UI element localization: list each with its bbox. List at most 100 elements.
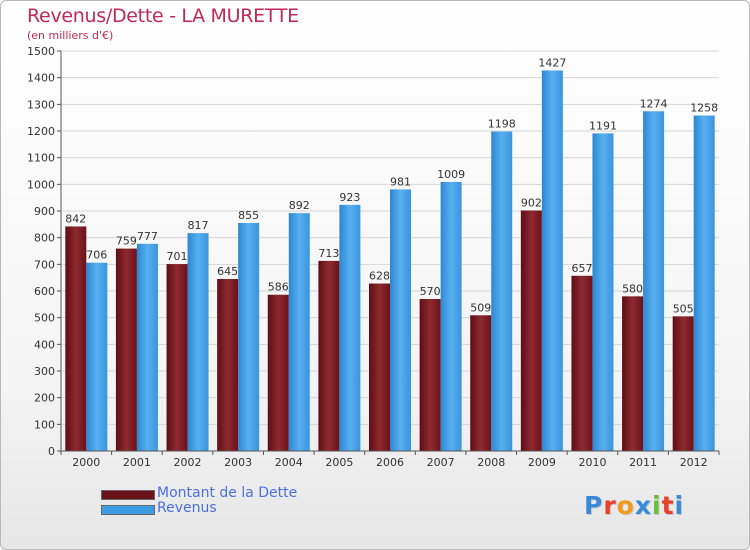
- chart-title: Revenus/Dette - LA MURETTE: [27, 5, 299, 27]
- bar-revenus: [541, 70, 563, 451]
- data-label-revenus: 1198: [488, 118, 516, 131]
- bar-dette: [115, 248, 137, 451]
- y-tick-label: 1500: [27, 45, 55, 58]
- logo-letter: o: [616, 491, 635, 520]
- x-tick-label: 2005: [325, 456, 353, 469]
- data-labels: 842 706 759 777 701 817 645 855 586 892 713 923 628 9…: [65, 56, 718, 315]
- data-label-dette: 842: [65, 212, 86, 225]
- bar-dette: [419, 299, 441, 451]
- data-label-revenus: 777: [137, 230, 158, 243]
- bar-revenus: [136, 243, 158, 451]
- bar-dette: [267, 294, 289, 451]
- data-label-revenus: 892: [289, 199, 310, 212]
- y-tick-label: 400: [34, 338, 55, 351]
- bar-dette: [622, 296, 644, 451]
- y-tick-label: 1000: [27, 178, 55, 191]
- y-tick-label: 600: [34, 285, 55, 298]
- y-tick-label: 500: [34, 312, 55, 325]
- data-label-revenus: 1191: [589, 119, 617, 132]
- bar-revenus: [643, 111, 665, 452]
- x-tick-label: 2004: [275, 456, 303, 469]
- data-label-revenus: 1427: [538, 56, 566, 69]
- bar-revenus: [288, 213, 310, 451]
- logo-letter: i: [674, 491, 685, 520]
- x-tick-label: 2003: [224, 456, 252, 469]
- chart-subtitle: (en milliers d'€): [27, 29, 114, 42]
- x-tick-label: 2007: [427, 456, 455, 469]
- legend-item-revenus: Revenus: [101, 500, 321, 518]
- x-tick-label: 2011: [629, 456, 657, 469]
- x-tick-label: 2009: [528, 456, 556, 469]
- bar-dette: [166, 264, 188, 451]
- bar-revenus: [339, 204, 361, 451]
- y-tick-label: 800: [34, 232, 55, 245]
- y-tick-label: 100: [34, 418, 55, 431]
- x-tick-label: 2002: [174, 456, 202, 469]
- bar-dette: [369, 283, 390, 451]
- y-tick-label: 1200: [27, 125, 55, 138]
- bar-dette: [65, 226, 87, 451]
- x-tick-label: 2010: [578, 456, 606, 469]
- bar-revenus: [187, 233, 209, 451]
- bar-dette: [520, 210, 542, 451]
- bar-revenus: [86, 262, 108, 451]
- data-label-dette: 701: [167, 250, 188, 263]
- data-label-dette: 505: [673, 302, 694, 315]
- proxiti-logo: Proxiti: [584, 491, 684, 520]
- bars: [65, 70, 715, 452]
- bar-dette: [672, 316, 694, 451]
- x-tick-label: 2000: [72, 456, 100, 469]
- data-label-dette: 580: [622, 282, 643, 295]
- data-label-revenus: 923: [339, 191, 360, 204]
- y-tick-label: 0: [48, 445, 55, 458]
- data-label-dette: 759: [116, 235, 137, 248]
- y-tick-label: 1300: [27, 98, 55, 111]
- legend-swatch-revenus: [101, 505, 155, 515]
- bar-revenus: [390, 189, 411, 451]
- legend-item-dette: Montant de la Dette: [101, 485, 321, 503]
- y-axis: 0 100 200 300 400 500 600 700 800 900 1000 1100 1200…: [27, 45, 62, 458]
- y-tick-label: 200: [34, 392, 55, 405]
- data-label-dette: 713: [318, 247, 339, 260]
- logo-letter: i: [652, 491, 662, 520]
- data-label-dette: 586: [268, 281, 289, 294]
- legend-label-revenus: Revenus: [157, 500, 217, 516]
- data-label-revenus: 817: [188, 219, 209, 232]
- logo-letter: t: [661, 491, 675, 520]
- bar-revenus: [693, 115, 715, 452]
- logo-letter: r: [603, 491, 617, 520]
- y-tick-label: 900: [34, 205, 55, 218]
- data-label-revenus: 855: [238, 209, 259, 222]
- data-label-revenus: 1258: [690, 102, 718, 115]
- bar-revenus: [592, 133, 614, 451]
- bar-dette: [318, 260, 340, 451]
- data-label-dette: 657: [571, 262, 592, 275]
- bar-dette: [217, 279, 239, 451]
- data-label-revenus: 1009: [437, 168, 465, 181]
- legend-swatch-dette: [101, 490, 155, 500]
- data-label-revenus: 981: [390, 175, 411, 188]
- logo-letter: P: [584, 491, 604, 520]
- y-tick-label: 1400: [27, 72, 55, 85]
- y-tick-label: 1100: [27, 152, 55, 165]
- x-tick-label: 2001: [123, 456, 151, 469]
- data-label-dette: 628: [369, 270, 390, 283]
- data-label-dette: 570: [420, 285, 441, 298]
- data-label-revenus: 706: [86, 249, 107, 262]
- legend-label-dette: Montant de la Dette: [157, 485, 298, 501]
- bar-dette: [571, 275, 593, 451]
- y-tick-label: 300: [34, 365, 55, 378]
- data-label-dette: 902: [521, 196, 542, 209]
- logo-letter: x: [634, 491, 652, 520]
- x-tick-label: 2012: [680, 456, 708, 469]
- data-label-dette: 645: [217, 265, 238, 278]
- x-tick-label: 2008: [477, 456, 505, 469]
- x-tick-label: 2006: [376, 456, 404, 469]
- bar-dette: [470, 315, 492, 451]
- bar-revenus: [238, 223, 260, 451]
- data-label-revenus: 1274: [640, 97, 668, 110]
- bar-revenus: [440, 181, 462, 451]
- y-tick-label: 700: [34, 258, 55, 271]
